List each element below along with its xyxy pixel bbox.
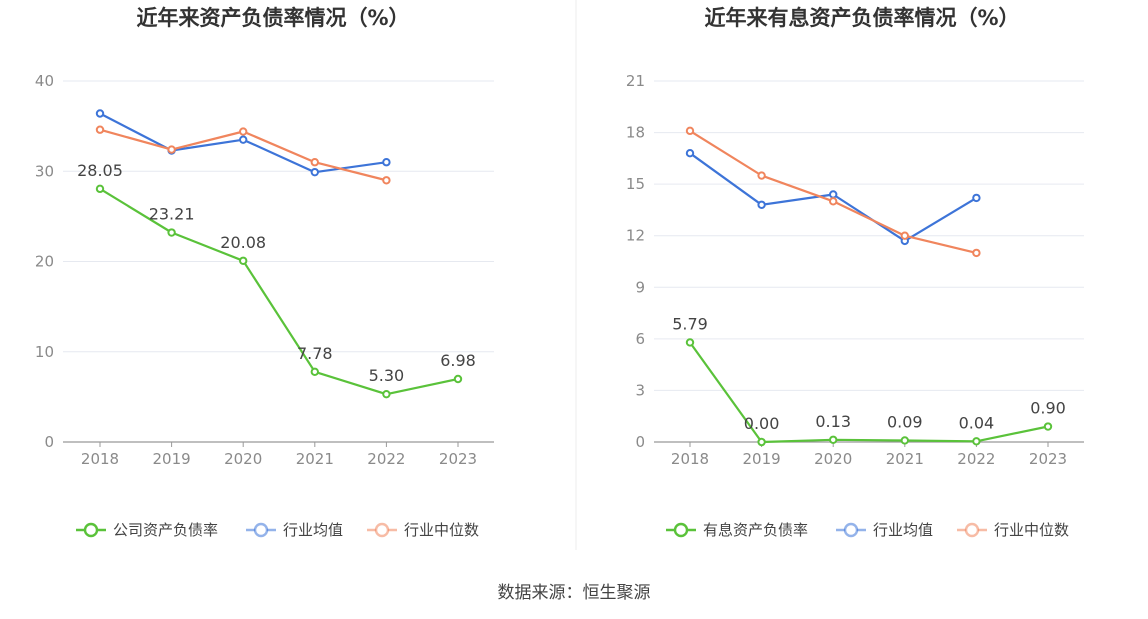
data-point [829, 435, 838, 444]
y-tick-label: 12 [626, 227, 645, 245]
chart-title: 近年来有息资产负债率情况（%） [704, 6, 1019, 30]
data-label: 6.98 [440, 351, 476, 370]
x-tick-label: 2018 [81, 450, 119, 468]
legend-swatch-marker [843, 522, 859, 538]
data-label: 0.09 [887, 412, 923, 431]
x-tick-label: 2023 [1029, 450, 1067, 468]
y-tick-label: 15 [626, 175, 645, 193]
legend-swatch-marker [964, 522, 980, 538]
x-tick-label: 2022 [957, 450, 995, 468]
y-tick-label: 20 [35, 253, 54, 271]
y-tick-label: 0 [44, 433, 54, 451]
y-tick-label: 6 [635, 330, 645, 348]
data-point [95, 109, 105, 118]
data-point [453, 374, 463, 384]
data-source: 数据来源：恒生聚源 [498, 583, 651, 603]
data-point [382, 176, 391, 185]
data-point [310, 158, 319, 167]
y-tick-label: 18 [626, 124, 645, 142]
data-label: 23.21 [149, 205, 195, 224]
x-tick-label: 2018 [671, 450, 709, 468]
data-label: 5.79 [672, 314, 708, 333]
chart-left: 近年来资产负债率情况（%） 0 10 20 30 40 2018 2019 2020 2021 20… [35, 6, 494, 539]
series-line [689, 341, 1049, 444]
data-point [757, 200, 766, 209]
data-point [167, 145, 176, 154]
data-point [685, 149, 695, 158]
x-tick-label: 2023 [439, 450, 477, 468]
data-point [239, 256, 248, 265]
data-point [829, 197, 838, 206]
data-point [167, 228, 176, 237]
x-tick-label: 2019 [153, 450, 191, 468]
x-tick-label: 2021 [886, 450, 924, 468]
data-point [382, 389, 391, 399]
y-tick-label: 30 [35, 162, 54, 180]
data-label: 0.13 [815, 412, 851, 431]
legend-label: 行业中位数 [404, 521, 479, 539]
data-point [95, 125, 105, 134]
legend-swatch-marker [83, 522, 99, 538]
y-tick-label: 40 [35, 72, 54, 90]
data-point [95, 184, 105, 194]
legend-swatch-marker [374, 522, 390, 538]
legend-swatch-marker [673, 522, 689, 538]
data-label: 0.90 [1030, 399, 1066, 418]
data-label: 5.30 [369, 366, 405, 385]
chart-right: 近年来有息资产负债率情况（%） 0 3 6 9 12 15 18 21 2018 2019 2020 2… [626, 6, 1084, 539]
data-point [829, 190, 838, 199]
data-point [685, 126, 695, 136]
legend-label: 公司资产负债率 [113, 521, 218, 539]
data-label: 7.78 [297, 344, 333, 363]
x-tick-label: 2019 [743, 450, 781, 468]
y-tick-label: 10 [35, 343, 54, 361]
y-tick-label: 9 [635, 278, 645, 296]
x-tick-label: 2020 [814, 450, 852, 468]
data-label: 20.08 [220, 233, 266, 252]
data-label: 0.00 [744, 414, 780, 433]
data-point [239, 127, 248, 136]
legend-label: 行业均值 [283, 521, 343, 539]
legend-label: 行业中位数 [994, 521, 1069, 539]
chart-title: 近年来资产负债率情况（%） [136, 6, 409, 30]
data-point [1043, 422, 1053, 431]
data-point [757, 171, 766, 180]
y-tick-label: 0 [635, 433, 645, 451]
data-point [310, 367, 319, 376]
data-label: 0.04 [959, 413, 995, 432]
x-tick-label: 2020 [224, 450, 262, 468]
data-point [239, 135, 248, 144]
y-tick-label: 21 [626, 72, 645, 90]
legend-label: 有息资产负债率 [703, 521, 808, 539]
data-point [757, 437, 766, 447]
legend-label: 行业均值 [873, 521, 933, 539]
data-point [972, 248, 981, 258]
data-label: 28.05 [77, 161, 123, 180]
data-point [310, 167, 319, 177]
y-tick-label: 3 [635, 381, 645, 399]
data-point [900, 231, 909, 240]
data-point [972, 437, 981, 446]
x-tick-label: 2022 [367, 450, 405, 468]
data-point [972, 193, 981, 203]
series-line [99, 187, 459, 396]
legend-swatch-marker [253, 522, 269, 538]
data-point [382, 158, 391, 167]
x-tick-label: 2021 [296, 450, 334, 468]
data-point [900, 436, 909, 445]
data-point [685, 338, 695, 347]
